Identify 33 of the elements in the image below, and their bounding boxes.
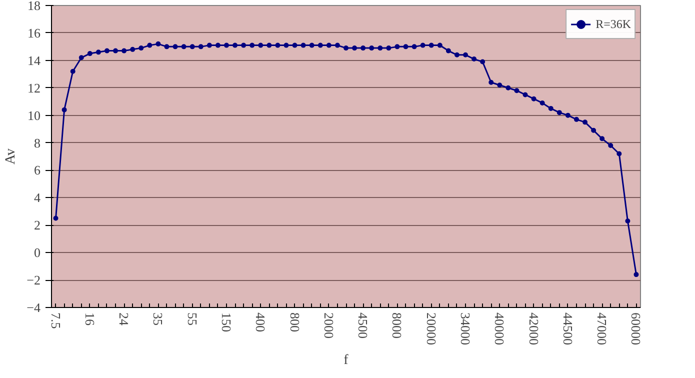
- x-tick-label: 60000: [628, 312, 644, 345]
- y-tick-label: 16: [28, 25, 41, 40]
- legend-label: R=36K: [596, 16, 631, 32]
- x-tick-label: 4500: [356, 312, 371, 338]
- x-tick-label: 55: [184, 312, 200, 326]
- y-tick-label: 18: [28, 0, 40, 13]
- y-axis-title: Av: [4, 148, 19, 165]
- x-tick-label: 150: [218, 312, 234, 332]
- x-axis-title: f: [344, 353, 349, 368]
- y-tick-label: 4: [34, 190, 41, 206]
- x-tick-label: 34000: [458, 312, 474, 345]
- x-tick-label: 44500: [560, 312, 576, 345]
- y-tick-label: 12: [28, 80, 40, 96]
- y-tick-label: 2: [34, 218, 40, 233]
- x-tick-label: 20000: [424, 312, 439, 345]
- x-tick-label: 40000: [492, 312, 508, 345]
- x-tick-label: 47000: [594, 312, 610, 345]
- x-tick-label: 8000: [390, 312, 405, 338]
- y-tick-label: 8: [34, 135, 40, 150]
- y-tick-label: −4: [26, 300, 41, 315]
- y-tick-label: −2: [26, 272, 41, 288]
- x-tick-label: 35: [150, 312, 166, 326]
- y-tick-label: 14: [28, 52, 41, 68]
- y-tick-label: 10: [28, 108, 40, 123]
- x-tick-label: 42000: [526, 312, 542, 345]
- x-tick-label: 400: [253, 312, 268, 332]
- x-tick-label: 16: [82, 312, 98, 326]
- x-tick-label: 800: [287, 312, 302, 332]
- y-tick-label: 0: [34, 245, 40, 260]
- y-tick-label: 6: [34, 162, 41, 178]
- x-tick-label: 24: [116, 312, 132, 326]
- x-tick-label: 2000: [321, 312, 336, 338]
- x-tick-label: 7.5: [48, 312, 64, 329]
